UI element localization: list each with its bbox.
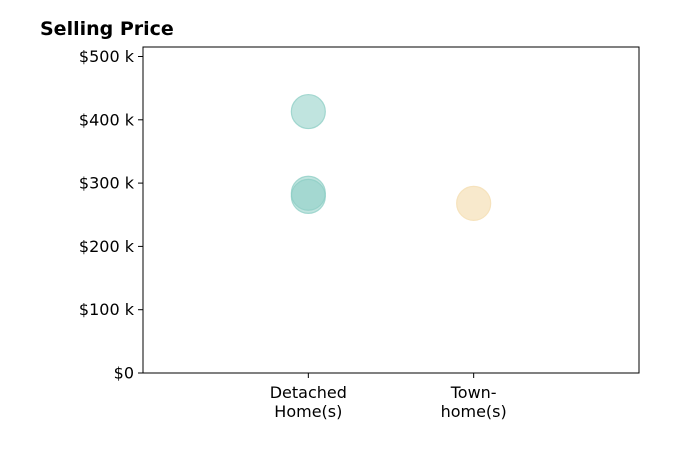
data-point — [290, 93, 326, 130]
chart-title: Selling Price — [40, 18, 174, 40]
y-tick-label: $500 k — [79, 47, 135, 66]
y-tick-label: $0 — [114, 364, 134, 383]
data-points — [290, 93, 492, 221]
plot-frame — [142, 46, 640, 374]
y-tick-label: $300 k — [79, 174, 135, 193]
x-axis: Detached Home(s) Town-home(s) — [270, 373, 507, 421]
data-point — [456, 185, 492, 221]
y-tick-label: $100 k — [79, 300, 135, 319]
x-tick-label: Detached Home(s) — [270, 383, 347, 421]
y-tick-label: $400 k — [79, 110, 135, 129]
data-point — [290, 178, 326, 214]
x-tick-label: Town-home(s) — [441, 383, 507, 421]
y-tick-label: $200 k — [79, 237, 135, 256]
y-axis: $0 $100 k $200 k $300 k $400 k $500 k — [79, 47, 143, 383]
